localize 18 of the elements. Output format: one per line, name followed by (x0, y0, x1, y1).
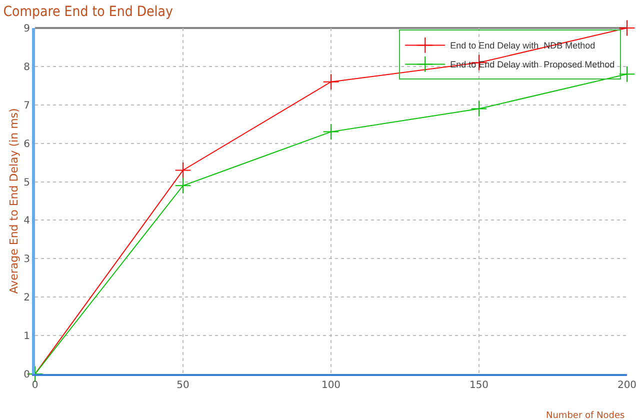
y-tick-label: 6 (24, 138, 30, 150)
x-tick-label: 200 (617, 380, 637, 391)
y-tick-label: 1 (24, 331, 30, 342)
y-tick-label: 7 (24, 100, 30, 112)
x-tick-label: 100 (321, 380, 341, 391)
y-tick-label: 4 (24, 216, 30, 227)
y-axis-title: Average End to End Delay (in ms) (7, 108, 20, 294)
y-tick-label: 5 (24, 177, 30, 188)
y-tick-label: 2 (24, 292, 30, 304)
y-tick-label: 3 (24, 254, 30, 266)
y-tick-label: 8 (24, 62, 30, 73)
chart-title: Compare End to End Delay (3, 4, 174, 20)
y-tick-label: 9 (24, 24, 30, 34)
x-tick-label: 50 (176, 380, 190, 391)
y-tick-label: 0 (24, 370, 30, 380)
x-tick-label: 0 (32, 380, 38, 391)
x-axis-title: Number of Nodes (546, 411, 626, 420)
x-tick-label: 150 (469, 380, 489, 391)
